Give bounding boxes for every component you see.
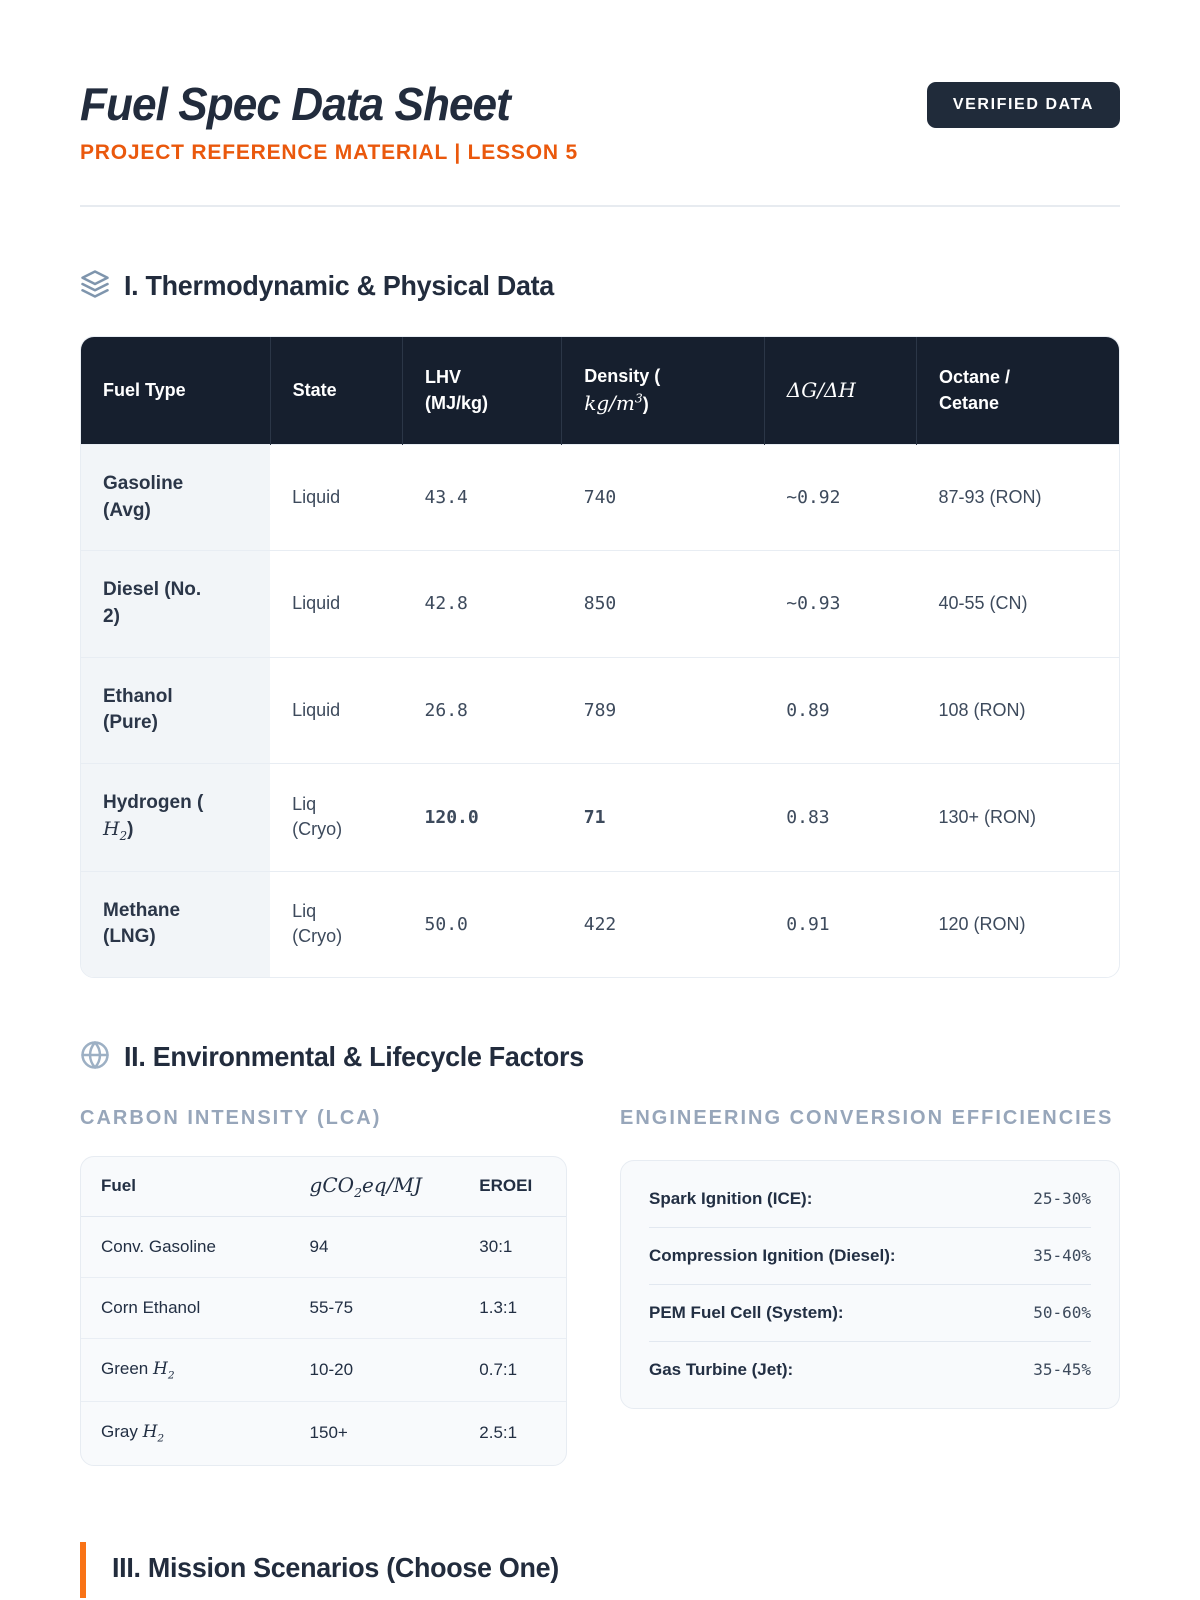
lca-col-fuel: Fuel — [81, 1156, 290, 1217]
state-cell: Liq (Cryo) — [270, 870, 403, 977]
density-cell: 850 — [561, 550, 765, 658]
dgdh-cell: 0.89 — [764, 656, 917, 764]
efficiencies-card: Spark Ignition (ICE): 25-30% Compression… — [620, 1159, 1120, 1409]
lca-value-cell: 94 — [309, 1236, 329, 1256]
table-row-diesel: Diesel (No. 2) Liquid 42.8 850 ~0.93 40-… — [81, 550, 1119, 658]
section2-columns: CARBON INTENSITY (LCA) Fuel gCO2eq/MJ ER… — [80, 1103, 1120, 1466]
col-dgdh: ΔG/ΔH — [763, 336, 917, 445]
fuel-name-cell: Hydrogen ( H2) — [81, 762, 271, 872]
page-title-text: Fuel Spec Data Sheet — [80, 78, 511, 130]
lca-heading: CARBON INTENSITY (LCA) — [80, 1106, 382, 1129]
page-title: Fuel Spec Data Sheet — [80, 78, 528, 131]
col-octane: Octane / Cetane — [915, 336, 1119, 445]
globe-icon — [80, 1040, 110, 1075]
lca-fuel-cell: Gray H2 — [81, 1401, 290, 1465]
density-cell: 422 — [561, 870, 765, 977]
col-state: State — [269, 336, 403, 445]
octane-cell: 40-55 (CN) — [916, 550, 1119, 658]
dgdh-cell: 0.83 — [764, 762, 917, 872]
table-row-hydrogen: Hydrogen ( H2) Liq (Cryo) 120.0 71 0.83 … — [81, 762, 1119, 872]
lca-value-cell: 55-75 — [289, 1276, 460, 1339]
efficiency-label: Spark Ignition (ICE): — [649, 1188, 813, 1208]
lca-row-green-h2: Green H2 10-20 0.7:1 — [81, 1337, 566, 1402]
header: Fuel Spec Data Sheet VERIFIED DATA — [80, 78, 1120, 131]
subtitle: PROJECT REFERENCE MATERIAL | LESSON 5 — [80, 140, 578, 164]
efficiency-label: Compression Ignition (Diesel): — [649, 1245, 896, 1265]
octane-cell: 108 (RON) — [916, 656, 1119, 764]
lca-row-gasoline: Conv. Gasoline 94 30:1 — [81, 1216, 566, 1277]
thermo-table: Fuel Type State LHV (MJ/kg) Density ( kg… — [81, 336, 1119, 977]
efficiency-item-pem: PEM Fuel Cell (System): 50-60% — [649, 1285, 1091, 1342]
table-row-methane: Methane (LNG) Liq (Cryo) 50.0 422 0.91 1… — [81, 870, 1119, 977]
table-row-gasoline: Gasoline (Avg) Liquid 43.4 740 ~0.92 87-… — [81, 444, 1119, 551]
lca-col-gco2: gCO2eq/MJ — [289, 1156, 460, 1217]
section1-header: I. Thermodynamic & Physical Data — [80, 269, 1120, 304]
efficiencies-column: ENGINEERING CONVERSION EFFICIENCIES Spar… — [620, 1103, 1120, 1409]
col-fuel-type: Fuel Type — [81, 336, 271, 445]
state-cell: Liquid — [270, 550, 403, 658]
efficiencies-heading: ENGINEERING CONVERSION EFFICIENCIES — [620, 1106, 1114, 1129]
fuel-name-cell: Gasoline (Avg) — [81, 444, 271, 551]
section1-title: I. Thermodynamic & Physical Data — [124, 270, 554, 302]
state-cell: Liquid — [270, 656, 403, 764]
thermo-table-header-row: Fuel Type State LHV (MJ/kg) Density ( kg… — [81, 336, 1119, 445]
density-cell: 789 — [561, 656, 765, 764]
lhv-cell: 26.8 — [402, 656, 562, 764]
thermo-table-card: Fuel Type State LHV (MJ/kg) Density ( kg… — [80, 335, 1120, 978]
lhv-cell-highlight: 120.0 — [402, 762, 562, 872]
density-cell-highlight: 71 — [561, 762, 765, 872]
verified-data-badge: VERIFIED DATA — [926, 82, 1120, 128]
header-divider — [80, 204, 1120, 207]
dgdh-cell: ~0.92 — [764, 444, 917, 551]
lca-eroei-cell: 30:1 — [479, 1236, 513, 1256]
efficiency-value: 35-40% — [1033, 1246, 1091, 1266]
efficiency-value: 50-60% — [1033, 1303, 1091, 1323]
lca-column: CARBON INTENSITY (LCA) Fuel gCO2eq/MJ ER… — [80, 1103, 567, 1466]
lca-value-cell: 150+ — [289, 1401, 460, 1465]
fuel-name-cell: Diesel (No. 2) — [81, 550, 271, 658]
efficiency-value: 35-45% — [1033, 1360, 1091, 1380]
octane-cell: 87-93 (RON) — [916, 444, 1119, 551]
lca-header-row: Fuel gCO2eq/MJ EROEI — [81, 1156, 566, 1217]
section2-title: II. Environmental & Lifecycle Factors — [124, 1041, 584, 1073]
lca-eroei-cell: 0.7:1 — [459, 1337, 566, 1402]
lca-row-gray-h2: Gray H2 150+ 2.5:1 — [81, 1401, 566, 1465]
efficiency-item-compression: Compression Ignition (Diesel): 35-40% — [649, 1228, 1091, 1285]
lhv-cell: 50.0 — [402, 870, 562, 977]
lca-row-corn-ethanol: Corn Ethanol 55-75 1.3:1 — [81, 1276, 566, 1339]
octane-cell: 130+ (RON) — [916, 762, 1119, 872]
section2-header: II. Environmental & Lifecycle Factors — [80, 1040, 1120, 1075]
efficiency-item-spark: Spark Ignition (ICE): 25-30% — [649, 1171, 1091, 1228]
lca-fuel-cell: Corn Ethanol — [81, 1276, 290, 1339]
fuel-name-cell: Ethanol (Pure) — [81, 656, 271, 764]
lhv-cell: 43.4 — [402, 444, 562, 551]
layers-icon — [80, 269, 110, 304]
lca-fuel-cell: Green H2 — [81, 1337, 290, 1402]
lca-eroei-cell: 2.5:1 — [459, 1401, 566, 1465]
lca-fuel-cell: Conv. Gasoline — [101, 1236, 216, 1256]
col-lhv: LHV (MJ/kg) — [402, 336, 562, 445]
fuel-name-cell: Methane (LNG) — [81, 870, 271, 977]
state-cell: Liq (Cryo) — [270, 762, 403, 872]
lhv-cell: 42.8 — [402, 550, 562, 658]
lca-card: Fuel gCO2eq/MJ EROEI Conv. Gasoline 94 3… — [80, 1155, 567, 1466]
lca-col-eroei: EROEI — [459, 1156, 566, 1217]
dgdh-cell: ~0.93 — [764, 550, 917, 658]
efficiency-label: Gas Turbine (Jet): — [649, 1359, 794, 1379]
efficiency-item-turbine: Gas Turbine (Jet): 35-45% — [649, 1342, 1091, 1398]
col-density: Density ( kg/m3) — [561, 336, 765, 445]
datasheet-page: Fuel Spec Data Sheet VERIFIED DATA PROJE… — [80, 0, 1120, 1598]
section3-header: III. Mission Scenarios (Choose One) — [80, 1541, 1120, 1598]
lca-eroei-cell: 1.3:1 — [459, 1276, 566, 1339]
state-cell: Liquid — [270, 444, 403, 551]
dgdh-cell: 0.91 — [764, 870, 917, 977]
table-row-ethanol: Ethanol (Pure) Liquid 26.8 789 0.89 108 … — [81, 656, 1119, 764]
lca-table: Fuel gCO2eq/MJ EROEI Conv. Gasoline 94 3… — [81, 1156, 566, 1465]
octane-cell: 120 (RON) — [916, 870, 1119, 977]
density-cell: 740 — [561, 444, 765, 551]
lca-value-cell: 10-20 — [289, 1337, 460, 1402]
efficiency-value: 25-30% — [1033, 1189, 1091, 1209]
section3-title: III. Mission Scenarios (Choose One) — [112, 1551, 559, 1583]
efficiency-label: PEM Fuel Cell (System): — [649, 1302, 844, 1322]
